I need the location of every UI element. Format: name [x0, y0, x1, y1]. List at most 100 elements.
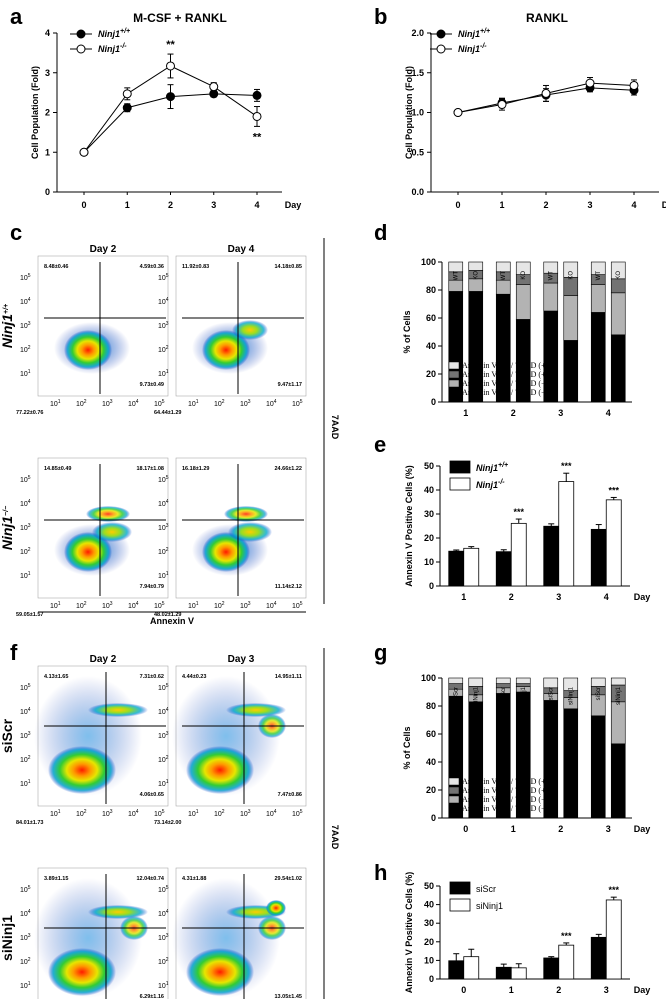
x-tick-label: 0: [461, 985, 466, 995]
tick-base: 10: [20, 733, 28, 740]
tick-base: 10: [20, 275, 28, 282]
y-tick-label: 40: [424, 485, 434, 495]
tick-exponent: 5: [28, 885, 31, 891]
tick-base: 10: [20, 887, 28, 894]
tick-base: 10: [158, 501, 166, 508]
quadrant-lower-left: 84.01±1.73: [16, 820, 44, 826]
bar-label: KO: [568, 271, 574, 280]
tick-exponent: 4: [28, 297, 31, 303]
bar-label: siNinj1: [616, 686, 622, 705]
quadrant-upper-left: 4.31±1.88: [182, 876, 206, 882]
tick-exponent: 3: [166, 933, 169, 939]
tick-base: 10: [158, 549, 166, 556]
tick-exponent: 3: [28, 523, 31, 529]
tick-exponent: 3: [110, 399, 113, 405]
population-live: [64, 330, 112, 370]
y-tick-label: 103: [20, 731, 31, 740]
x-tick-label: 4: [631, 200, 636, 210]
tick-exponent: 2: [222, 399, 225, 405]
population-late: [224, 506, 268, 522]
stack-segment: [610, 261, 626, 280]
significance-mark: **: [166, 39, 175, 51]
bar-label: WT: [501, 271, 507, 281]
data-point: [79, 147, 89, 157]
data-point: [629, 80, 639, 90]
x-tick-label: 101: [188, 809, 199, 818]
flow-plot: 1011011021021031031041041051053.89±1.151…: [20, 867, 169, 999]
quadrant-lower-left: 77.22±0.76: [16, 410, 44, 416]
stack-segment: [590, 312, 606, 403]
tick-exponent: 2: [166, 755, 169, 761]
x-tick-label: 1: [125, 200, 130, 210]
stack-segment: [610, 677, 626, 686]
y-tick-label: 0: [431, 397, 436, 407]
tick-base: 10: [214, 811, 222, 818]
y-tick-label: 101: [20, 981, 31, 990]
y-tick-label: 2: [45, 108, 50, 118]
x-tick-label: 105: [154, 399, 165, 408]
tick-base: 10: [20, 709, 28, 716]
tick-base: 10: [50, 603, 58, 610]
legend-label: Ninj1+/+: [458, 28, 490, 39]
tick-base: 10: [128, 603, 136, 610]
tick-exponent: 1: [58, 809, 61, 815]
y-tick-label: 100: [421, 673, 436, 683]
x-tick-label: 0: [455, 200, 460, 210]
y-tick-label: 103: [20, 523, 31, 532]
quadrant-lower-right: 13.05±1.45: [275, 994, 303, 999]
tick-exponent: 3: [110, 601, 113, 607]
y-tick-label: 50: [424, 881, 434, 891]
legend-label: Ninj1+/+: [98, 28, 130, 39]
population-late: [86, 506, 130, 522]
panel-label-c: c: [10, 220, 22, 245]
legend-label: Ninj1-/-: [476, 479, 505, 490]
x-tick-label: 105: [292, 601, 303, 610]
bar: [543, 957, 560, 980]
y-tick-label: 1.5: [411, 68, 424, 78]
x-tick-label: 103: [102, 399, 113, 408]
y-tick-label: 100: [421, 257, 436, 267]
population-upper: [88, 703, 148, 717]
data-point: [166, 61, 175, 71]
tick-base: 10: [292, 811, 300, 818]
tick-exponent: 5: [300, 399, 303, 405]
flow-panel-flow_c: Day 2 Day 4 Ninj1+/+ Ninj1−/− 7AAD Annexin V 1…: [0, 238, 340, 626]
tick-exponent: 5: [166, 885, 169, 891]
y-tick-label: 101: [158, 369, 169, 378]
y-tick-label: 20: [426, 369, 436, 379]
x-tick-label: 103: [240, 399, 251, 408]
y-tick-label: 10: [424, 557, 434, 567]
tick-base: 10: [20, 573, 28, 580]
panel-label-g: g: [374, 640, 387, 665]
x-axis-label: Day: [634, 592, 651, 602]
legend-marker: [436, 44, 446, 54]
bar: [463, 956, 480, 980]
quadrant-lower-right: 9.73±0.49: [140, 382, 164, 388]
legend-swatch: [449, 460, 471, 474]
stack-segment: [448, 261, 464, 273]
stack-segment: [590, 715, 606, 819]
y-tick-label: 4: [45, 28, 50, 38]
stack-segment: [563, 295, 579, 341]
x-tick-label: 102: [76, 601, 87, 610]
quadrant-lower-left: 48.02±1.29: [154, 612, 182, 618]
bar: [590, 528, 607, 587]
tick-exponent: 1: [166, 369, 169, 375]
x-tick-label: 103: [240, 601, 251, 610]
tick-base: 10: [50, 811, 58, 818]
y-tick-label: 104: [158, 909, 169, 918]
population-dead: [232, 320, 268, 340]
tick-exponent: 3: [28, 731, 31, 737]
y-tick-label: 102: [158, 345, 169, 354]
quadrant-lower-right: 11.14±2.12: [275, 584, 302, 590]
quadrant-upper-right: 14.95±1.11: [275, 674, 302, 680]
y-tick-label: 103: [158, 523, 169, 532]
population-live: [186, 948, 254, 996]
y-tick-label: 101: [20, 779, 31, 788]
tick-exponent: 4: [136, 601, 139, 607]
legend-label: Ninj1+/+: [476, 462, 508, 473]
tick-base: 10: [20, 685, 28, 692]
y-axis-label: Cell Population (Fold): [30, 66, 40, 159]
